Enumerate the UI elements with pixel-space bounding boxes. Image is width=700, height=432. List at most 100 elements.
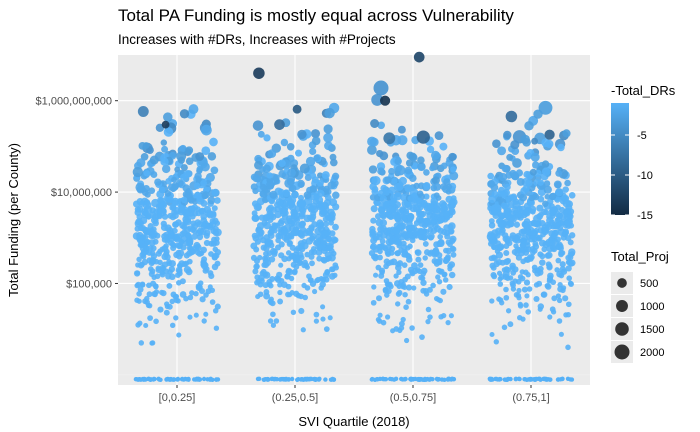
data-point: [565, 265, 572, 272]
data-point: [255, 203, 262, 211]
data-point: [406, 224, 413, 232]
data-point: [566, 275, 572, 282]
data-point: [187, 225, 193, 232]
data-point: [554, 210, 561, 218]
data-point: [209, 218, 216, 225]
data-point: [324, 107, 335, 119]
data-point: [546, 263, 553, 270]
data-point: [210, 240, 217, 247]
data-point: [401, 262, 408, 268]
y-tick-label: $1,000,000,000: [36, 96, 112, 108]
data-point: [132, 166, 143, 178]
data-point: [520, 187, 528, 195]
data-point: [549, 306, 556, 313]
data-point: [502, 270, 510, 278]
data-point: [370, 237, 378, 245]
data-point: [541, 138, 551, 148]
data-point: [393, 273, 399, 279]
data-point: [157, 248, 163, 255]
data-point: [143, 322, 149, 329]
data-point: [442, 277, 449, 283]
data-point: [498, 377, 503, 382]
data-point: [568, 248, 576, 256]
data-point: [373, 80, 389, 96]
data-point: [551, 295, 558, 302]
data-point: [509, 280, 516, 287]
color-legend-label: -5: [637, 130, 647, 142]
data-point: [174, 166, 181, 173]
data-point: [557, 143, 565, 152]
data-point: [528, 194, 535, 202]
data-point: [142, 142, 150, 149]
data-point: [548, 192, 557, 201]
data-point: [280, 138, 289, 147]
data-point: [169, 322, 176, 329]
data-point: [161, 120, 170, 129]
data-point: [375, 264, 382, 271]
data-point: [329, 266, 336, 273]
data-point: [437, 239, 445, 248]
data-point: [411, 285, 417, 291]
data-point: [323, 276, 330, 283]
data-point: [327, 315, 333, 321]
data-point: [187, 197, 195, 204]
data-point: [163, 309, 170, 316]
data-point: [214, 236, 220, 242]
size-legend: Total_Proj 500 1000 1500 2000: [611, 249, 669, 363]
data-point: [269, 190, 278, 199]
data-point: [526, 286, 533, 292]
data-point: [263, 221, 272, 230]
data-point: [274, 210, 282, 219]
data-point: [167, 183, 176, 191]
data-point: [163, 127, 174, 137]
data-point: [431, 217, 438, 224]
data-point: [431, 150, 440, 160]
data-point: [418, 221, 425, 227]
data-point: [136, 256, 142, 263]
data-point: [568, 281, 575, 288]
data-point: [423, 193, 430, 200]
y-tick-label: $10,000,000: [51, 187, 112, 199]
data-point: [446, 283, 453, 291]
data-point: [497, 146, 507, 156]
data-point: [205, 288, 212, 295]
data-point: [187, 294, 194, 301]
data-point: [320, 208, 328, 216]
data-point: [207, 152, 217, 161]
data-point: [323, 124, 333, 134]
data-point: [295, 149, 302, 157]
data-point: [400, 230, 407, 237]
data-point: [189, 205, 196, 212]
data-point: [518, 249, 525, 257]
data-point: [199, 207, 207, 215]
data-point: [417, 156, 425, 164]
data-point: [160, 157, 169, 166]
data-point: [161, 236, 168, 243]
data-point: [154, 273, 161, 280]
data-point: [196, 233, 204, 241]
data-point: [537, 306, 543, 312]
data-point: [533, 221, 540, 228]
data-point: [187, 314, 193, 320]
data-point: [401, 284, 408, 290]
data-point: [541, 226, 547, 233]
data-point: [523, 223, 531, 231]
data-point: [436, 278, 443, 285]
data-point: [520, 228, 527, 235]
data-point: [402, 377, 407, 382]
data-point: [208, 272, 215, 280]
data-point: [372, 255, 379, 262]
data-point: [147, 223, 154, 230]
data-point: [185, 232, 192, 240]
data-point: [417, 262, 424, 268]
data-point: [277, 298, 284, 305]
data-point: [174, 242, 181, 248]
data-point: [214, 197, 221, 204]
data-point: [506, 220, 514, 228]
data-point: [560, 285, 567, 291]
data-point: [565, 301, 572, 308]
data-point: [277, 219, 285, 227]
data-point: [258, 214, 266, 221]
data-point: [149, 155, 159, 165]
data-point: [506, 153, 514, 161]
